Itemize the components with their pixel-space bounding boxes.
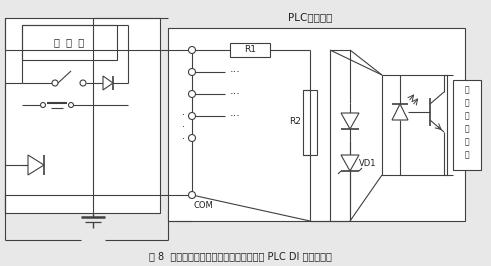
Text: ·
·
·: · · · <box>183 110 186 144</box>
Text: 机: 机 <box>464 151 469 160</box>
Text: VD1: VD1 <box>359 159 377 168</box>
Polygon shape <box>103 76 113 90</box>
Circle shape <box>52 80 58 86</box>
Text: 图 8  直流两线制开关量仪表与源型渏电流 PLC DI 模块的接线: 图 8 直流两线制开关量仪表与源型渏电流 PLC DI 模块的接线 <box>149 251 331 261</box>
Bar <box>382 75 447 175</box>
Text: 计: 计 <box>464 124 469 134</box>
Text: ···: ··· <box>230 67 241 77</box>
Circle shape <box>189 47 195 53</box>
Text: 位: 位 <box>464 111 469 120</box>
Text: R1: R1 <box>244 45 256 55</box>
Bar <box>230 43 270 57</box>
Circle shape <box>69 102 74 107</box>
Text: ···: ··· <box>230 111 241 121</box>
Circle shape <box>80 80 86 86</box>
Bar <box>453 80 481 170</box>
Circle shape <box>189 113 195 119</box>
Text: COM: COM <box>194 201 214 210</box>
Text: 算: 算 <box>464 138 469 147</box>
Bar <box>303 90 317 155</box>
Polygon shape <box>341 113 359 129</box>
Polygon shape <box>28 155 44 175</box>
Text: PLC内部接线: PLC内部接线 <box>288 12 332 22</box>
Text: 上: 上 <box>464 98 469 107</box>
Text: 主  电  器: 主 电 器 <box>54 37 84 47</box>
Polygon shape <box>392 104 408 120</box>
Bar <box>5 18 160 213</box>
Text: ···: ··· <box>230 89 241 99</box>
Bar <box>22 25 117 60</box>
Circle shape <box>40 102 46 107</box>
Circle shape <box>189 135 195 142</box>
Text: 至: 至 <box>464 85 469 94</box>
Circle shape <box>189 90 195 98</box>
Circle shape <box>189 192 195 198</box>
Circle shape <box>189 69 195 76</box>
Polygon shape <box>341 155 359 171</box>
Text: R2: R2 <box>289 118 301 127</box>
Bar <box>168 28 465 221</box>
